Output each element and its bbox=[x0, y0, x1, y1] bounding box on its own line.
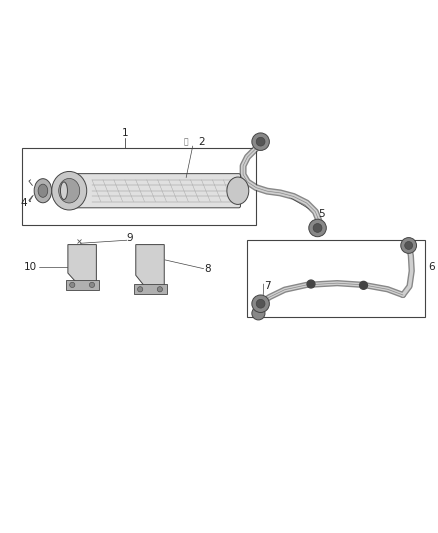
Circle shape bbox=[401, 238, 417, 253]
Circle shape bbox=[157, 287, 162, 292]
Circle shape bbox=[360, 281, 367, 289]
Text: 7: 7 bbox=[264, 281, 271, 291]
Circle shape bbox=[138, 287, 143, 292]
Ellipse shape bbox=[227, 177, 249, 205]
Polygon shape bbox=[136, 245, 164, 286]
Text: 6: 6 bbox=[428, 262, 435, 271]
Polygon shape bbox=[68, 245, 96, 282]
Ellipse shape bbox=[52, 172, 87, 210]
Text: 8: 8 bbox=[205, 264, 212, 273]
Text: 2: 2 bbox=[198, 136, 205, 147]
FancyBboxPatch shape bbox=[73, 174, 240, 208]
Bar bbox=[22, 148, 256, 225]
Circle shape bbox=[405, 241, 413, 249]
Circle shape bbox=[256, 138, 265, 146]
Circle shape bbox=[252, 133, 269, 150]
Circle shape bbox=[252, 295, 269, 312]
Text: 5: 5 bbox=[318, 209, 325, 219]
Circle shape bbox=[307, 280, 315, 288]
Ellipse shape bbox=[59, 179, 80, 203]
Text: 4: 4 bbox=[21, 198, 28, 208]
Circle shape bbox=[309, 219, 326, 237]
Bar bbox=[134, 285, 167, 294]
Circle shape bbox=[252, 307, 265, 320]
Circle shape bbox=[313, 223, 322, 232]
Ellipse shape bbox=[34, 179, 52, 203]
Bar bbox=[52, 187, 69, 195]
Ellipse shape bbox=[60, 182, 67, 199]
Text: 人: 人 bbox=[184, 137, 188, 146]
Circle shape bbox=[256, 300, 265, 308]
Ellipse shape bbox=[38, 184, 48, 197]
Text: 10: 10 bbox=[24, 262, 37, 271]
Circle shape bbox=[89, 282, 95, 287]
Text: 9: 9 bbox=[126, 233, 133, 243]
Circle shape bbox=[70, 282, 75, 287]
Bar bbox=[66, 280, 99, 290]
Text: 1: 1 bbox=[121, 128, 128, 138]
Text: 3: 3 bbox=[53, 186, 60, 196]
Bar bbox=[247, 240, 425, 317]
